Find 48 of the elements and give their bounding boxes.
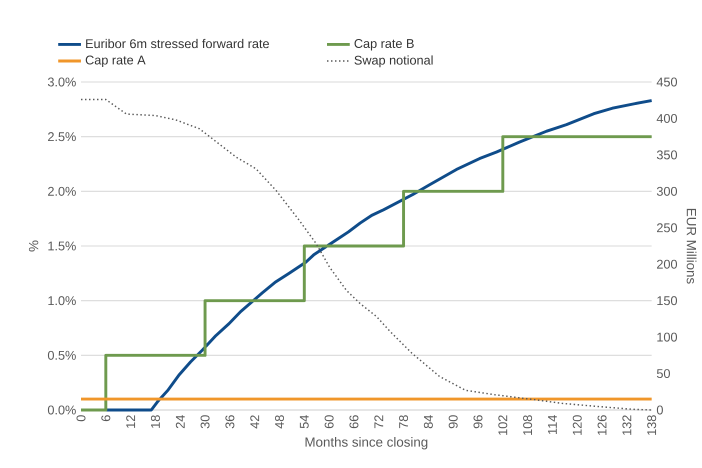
x-tick-label: 36 [225,415,234,428]
x-tick-label: 0 [76,415,86,422]
y2-tick-label: 300 [656,186,678,196]
y2-tick-label: 200 [657,260,678,269]
y2-tick-label: 250 [657,223,678,232]
x-tick-label: 66 [349,415,358,428]
x-tick-label: 24 [176,415,185,428]
x-tick-label: 96 [474,415,482,428]
y2-tick-label: 150 [657,296,678,306]
y-tick-label: 0.0% [48,406,76,414]
x-tick-label: 72 [374,415,384,428]
x-tick-label: 60 [324,415,334,428]
x-axis-title: Months since closing [306,437,428,450]
y2-tick-label: 100 [657,332,678,342]
y-tick-label: 3.0% [48,78,76,86]
x-tick-label: 84 [424,415,433,428]
x-tick-label: 120 [572,415,582,435]
y-tick-label: 1.0% [48,296,76,306]
y2-tick-label: 350 [656,150,678,160]
x-tick-label: 114 [548,415,557,434]
x-tick-label: 102 [498,415,508,435]
x-tick-label: 108 [523,415,532,435]
x-tick-label: 78 [399,415,408,428]
y-tick-label: 1.5% [48,242,76,250]
x-tick-label: 90 [448,415,458,428]
y2-tick-label: 50 [656,369,670,378]
x-tick-label: 42 [250,415,260,429]
y2-tick-label: 0 [656,406,663,414]
y2-tick-label: 450 [656,78,678,86]
x-tick-label: 48 [275,415,284,429]
x-tick-label: 138 [647,415,656,435]
x-tick-label: 54 [300,415,309,428]
y-tick-label: 2.5% [48,132,76,142]
legend-label: Euribor 6m stressed forward rate [86,38,269,48]
y-axis-title: % [28,240,38,252]
x-tick-label: 126 [598,415,607,435]
y-tick-label: 0.5% [48,350,76,360]
x-tick-label: 132 [622,415,632,435]
legend-label: Cap rate B [354,39,414,51]
x-tick-label: 18 [150,415,160,428]
legend-label: Cap rate A [86,56,146,68]
y-tick-label: 2.0% [48,186,76,196]
x-tick-label: 12 [126,415,136,428]
legend-label: Swap notional [354,55,433,68]
y2-axis-title: EUR Millions [686,208,696,284]
y2-tick-label: 400 [656,114,678,123]
x-tick-label: 6 [101,415,110,422]
x-tick-label: 30 [200,415,210,428]
